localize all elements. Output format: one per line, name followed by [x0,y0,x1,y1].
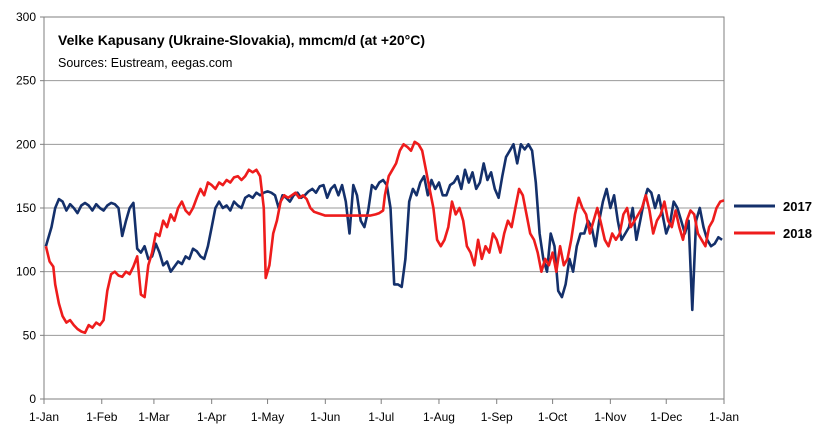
series-lines [44,140,725,335]
legend-label-2018: 2018 [783,226,812,241]
chart-subtitle: Sources: Eustream, eegas.com [58,56,232,70]
y-tick-label: 200 [16,137,36,151]
x-tick-label: 1-Feb [86,410,118,424]
x-tick-label: 1-Aug [423,410,455,424]
x-tick-label: 1-Sep [481,410,513,424]
legend: 2017 2018 [734,199,812,241]
x-tick-label: 1-Mar [138,410,169,424]
x-tick-label: 1-Dec [650,410,682,424]
x-axis-ticks: 1-Jan 1-Feb 1-Mar 1-Apr 1-May 1-Jun 1-Jul 1-Aug… [29,399,739,424]
y-axis-ticks: 0 50 100 150 200 250 300 [16,10,44,406]
y-tick-label: 50 [23,328,37,342]
x-tick-label: 1-Jan [29,410,59,424]
y-tick-label: 150 [16,201,36,215]
x-tick-label: 1-Nov [594,410,626,424]
y-tick-label: 300 [16,10,36,24]
x-tick-label: 1-Apr [197,410,226,424]
y-tick-label: 100 [16,265,36,279]
x-tick-label: 1-Jun [310,410,340,424]
series-line-2017 [44,143,723,312]
chart-title: Velke Kapusany (Ukraine-Slovakia), mmcm/… [58,32,425,48]
x-tick-label: 1-Jul [368,410,394,424]
legend-label-2017: 2017 [783,199,812,214]
x-tick-label: 1-May [251,410,284,424]
x-tick-label: 1-Jan [709,410,739,424]
x-tick-label: 1-Oct [538,410,568,424]
y-tick-label: 0 [29,392,36,406]
series-line-2018 [44,140,725,335]
y-tick-label: 250 [16,74,36,88]
